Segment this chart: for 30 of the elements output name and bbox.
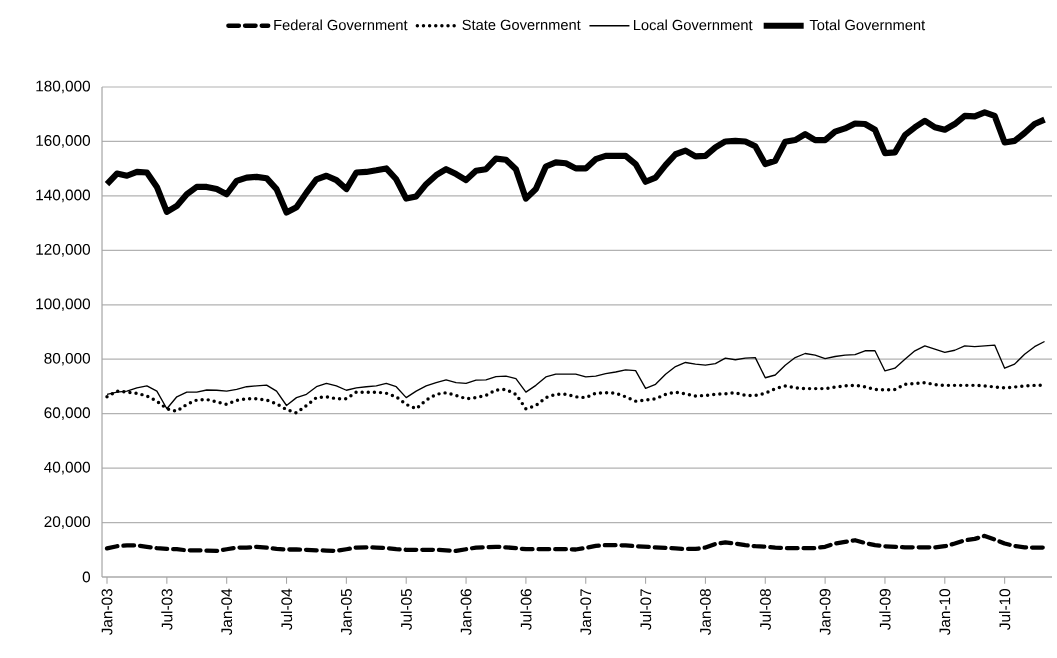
x-tick-label: Jul-03 [161,589,173,630]
y-tick-label: 60,000 [44,407,91,421]
y-tick-label: 20,000 [44,516,91,529]
y-tick-label: 80,000 [44,352,91,366]
x-tick-label: Jan-07 [580,589,592,636]
x-tick-label: Jan-03 [101,589,113,636]
y-tick-label: 40,000 [44,461,91,475]
y-tick-label: 140,000 [36,189,91,203]
y-tick-label: 160,000 [36,135,91,148]
x-tick-label: Jan-06 [460,589,472,636]
x-tick-label: Jul-09 [879,589,891,630]
legend-label: Local Government [633,19,753,31]
x-tick-label: Jul-08 [759,589,771,630]
y-tick-label: 0 [82,571,91,583]
x-tick-label: Jul-06 [520,589,532,630]
x-tick-label: Jul-10 [999,588,1011,630]
y-tick-label: 120,000 [36,244,91,257]
y-tick-label: 100,000 [36,298,91,312]
x-tick-label: Jan-08 [700,589,711,636]
x-tick-label: Jul-07 [639,589,652,630]
x-tick-label: Jul-04 [280,588,293,630]
legend-label: Total Government [809,19,926,31]
legend-label: State Government [462,19,581,31]
x-tick-label: Jan-10 [939,588,951,636]
legend-label: Federal Government [274,19,408,31]
y-tick-label: 180,000 [36,80,91,94]
x-tick-label: Jan-05 [340,589,352,636]
x-tick-label: Jan-04 [221,588,233,636]
x-tick-label: Jan-09 [819,589,831,636]
x-tick-label: Jul-05 [400,589,412,630]
